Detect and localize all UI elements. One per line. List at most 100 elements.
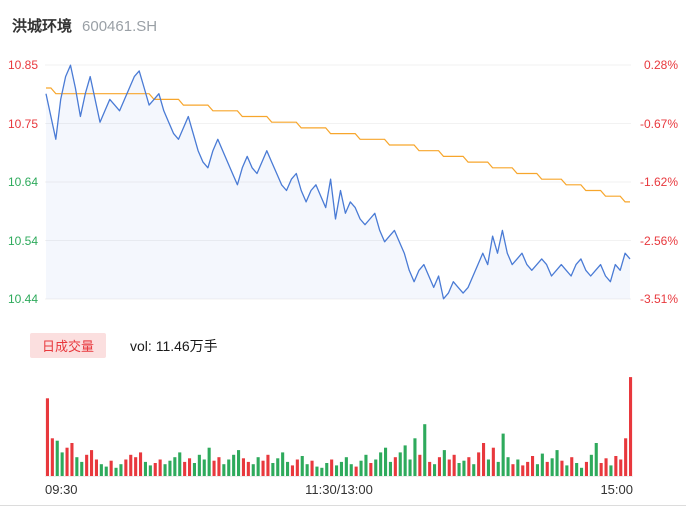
volume-bar <box>384 447 388 476</box>
volume-bar <box>359 460 363 476</box>
volume-bar <box>315 466 319 476</box>
volume-bar <box>349 464 353 476</box>
volume-bar <box>594 443 598 476</box>
volume-bar <box>305 464 309 476</box>
volume-bar <box>423 424 427 476</box>
volume-bar <box>212 460 216 476</box>
volume-bar <box>584 461 588 476</box>
volume-bar <box>232 454 236 476</box>
volume-bar <box>477 452 481 476</box>
volume-bar <box>565 465 569 476</box>
time-label: 11:30/13:00 <box>305 482 373 497</box>
volume-bar <box>408 459 412 476</box>
volume-bar <box>379 452 383 476</box>
volume-bar <box>442 450 446 476</box>
volume-bar <box>437 457 441 476</box>
volume-bar <box>192 463 196 476</box>
volume-bar <box>139 452 143 476</box>
volume-bar <box>599 463 603 476</box>
volume-bar <box>217 457 221 476</box>
volume-bar <box>222 464 226 476</box>
volume-bar <box>452 454 456 476</box>
volume-bar <box>109 460 113 476</box>
volume-bar <box>168 460 172 476</box>
avg-price-line <box>46 87 630 203</box>
volume-bar <box>589 454 593 476</box>
volume-bar <box>472 464 476 476</box>
volume-bar <box>148 465 152 476</box>
stock-code: 600461.SH <box>82 18 158 35</box>
price-area <box>46 65 630 299</box>
volume-bar <box>535 464 539 476</box>
volume-bar <box>163 464 167 476</box>
volume-bar <box>75 457 79 476</box>
volume-bar <box>271 463 275 476</box>
volume-bar <box>374 459 378 476</box>
volume-bar <box>629 377 633 476</box>
volume-bar <box>540 453 544 476</box>
percent-axis-label: -2.56% <box>639 233 678 248</box>
volume-bar <box>183 461 187 476</box>
price-chart[interactable] <box>45 60 631 305</box>
volume-bar <box>428 461 432 476</box>
volume-bar <box>457 463 461 476</box>
volume-bar <box>614 456 618 476</box>
volume-bar <box>560 460 564 476</box>
volume-bar <box>604 458 608 476</box>
volume-legend-row: 日成交量 vol: 11.46万手 <box>30 333 218 358</box>
volume-bar <box>85 454 89 476</box>
volume-bar <box>398 452 402 476</box>
volume-bar <box>153 463 157 476</box>
volume-value: vol: 11.46万手 <box>130 337 218 354</box>
volume-bar <box>354 466 358 476</box>
volume-bar <box>119 464 123 476</box>
volume-bar <box>173 457 177 476</box>
header: 洪城环境 600461.SH <box>12 15 157 36</box>
volume-bar <box>55 440 59 476</box>
volume-bar <box>526 461 530 476</box>
volume-bar <box>433 464 437 476</box>
volume-bar <box>290 465 294 476</box>
volume-bar <box>300 456 304 476</box>
volume-bar <box>65 447 69 476</box>
volume-bar <box>295 459 299 476</box>
volume-bar <box>496 461 500 476</box>
volume-bar <box>104 466 108 476</box>
time-label: 09:30 <box>45 482 78 497</box>
volume-tab[interactable]: 日成交量 <box>30 333 107 358</box>
percent-axis-label: -0.67% <box>639 116 678 131</box>
volume-bar <box>325 463 329 476</box>
volume-bar <box>178 452 182 476</box>
volume-bar <box>467 457 471 476</box>
price-line <box>45 64 631 300</box>
time-label: 15:00 <box>600 482 633 497</box>
volume-bar <box>486 459 490 476</box>
volume-bar <box>281 452 285 476</box>
volume-bar <box>570 457 574 476</box>
volume-bar <box>246 461 250 476</box>
volume-bar <box>134 457 138 476</box>
volume-bar <box>202 459 206 476</box>
volume-bar <box>609 465 613 476</box>
volume-bar <box>80 461 84 476</box>
volume-bar <box>320 467 324 476</box>
volume-chart[interactable] <box>45 366 633 478</box>
percent-axis-label: -1.62% <box>639 175 678 189</box>
volume-bar <box>227 459 231 476</box>
volume-bar <box>197 454 201 476</box>
volume-bar <box>339 461 343 476</box>
volume-bar <box>531 456 535 476</box>
volume-bar <box>364 454 368 476</box>
volume-bar <box>276 458 280 476</box>
volume-bar <box>261 460 265 476</box>
volume-bar <box>521 465 525 476</box>
volume-bar <box>237 450 241 476</box>
price-y-axis: 10.85 10.75 10.64 10.54 10.44 <box>8 0 46 330</box>
price-axis-label: 10.54 <box>8 233 39 248</box>
percent-axis-label: 0.28% <box>643 58 678 72</box>
price-axis-label: 10.64 <box>8 175 39 189</box>
volume-bar <box>344 457 348 476</box>
volume-bar <box>482 443 486 476</box>
price-axis-label: 10.75 <box>8 116 39 131</box>
